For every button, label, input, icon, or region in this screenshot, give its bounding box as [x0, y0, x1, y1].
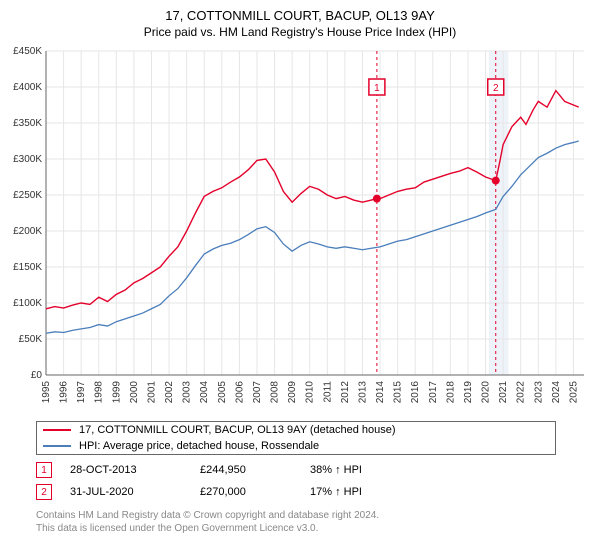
svg-text:2019: 2019: [463, 381, 474, 404]
sale-row-1: 1 28-OCT-2013 £244,950 38% ↑ HPI: [36, 459, 590, 481]
legend-label-hpi: HPI: Average price, detached house, Ross…: [79, 440, 319, 452]
sale-date-1: 28-OCT-2013: [70, 464, 200, 476]
svg-text:£250K: £250K: [13, 190, 42, 201]
svg-text:2012: 2012: [340, 381, 351, 404]
legend-swatch-hpi: [43, 445, 71, 447]
svg-text:£400K: £400K: [13, 82, 42, 93]
svg-text:£150K: £150K: [13, 262, 42, 273]
legend-item-property: 17, COTTONMILL COURT, BACUP, OL13 9AY (d…: [37, 422, 555, 438]
svg-text:2017: 2017: [428, 381, 439, 404]
chart-title: 17, COTTONMILL COURT, BACUP, OL13 9AY: [8, 8, 592, 23]
svg-text:2018: 2018: [445, 381, 456, 404]
svg-text:2009: 2009: [287, 381, 298, 404]
svg-text:2011: 2011: [322, 381, 333, 403]
disclaimer-text: Contains HM Land Registry data © Crown c…: [36, 509, 590, 535]
sales-table: 1 28-OCT-2013 £244,950 38% ↑ HPI 2 31-JU…: [36, 459, 590, 503]
svg-text:1995: 1995: [41, 381, 52, 404]
svg-text:1: 1: [374, 83, 380, 94]
sale-price-1: £244,950: [200, 464, 310, 476]
svg-text:1999: 1999: [111, 381, 122, 404]
svg-text:2022: 2022: [516, 381, 527, 404]
svg-text:2001: 2001: [146, 381, 157, 404]
svg-text:£100K: £100K: [13, 298, 42, 309]
svg-text:1996: 1996: [59, 381, 70, 404]
sale-row-2: 2 31-JUL-2020 £270,000 17% ↑ HPI: [36, 481, 590, 503]
price-chart: £0 £50K £100K £150K £200K £250K £300K £350K £400…: [8, 45, 592, 415]
sale-diff-2: 17% ↑ HPI: [310, 486, 420, 498]
svg-text:£200K: £200K: [13, 226, 42, 237]
sale-diff-1: 38% ↑ HPI: [310, 464, 420, 476]
svg-text:2025: 2025: [568, 381, 579, 404]
legend-label-property: 17, COTTONMILL COURT, BACUP, OL13 9AY (d…: [79, 424, 396, 436]
svg-text:2003: 2003: [182, 381, 193, 404]
svg-text:2024: 2024: [551, 381, 562, 404]
svg-text:1998: 1998: [94, 381, 105, 404]
svg-text:2020: 2020: [481, 381, 492, 404]
svg-text:2002: 2002: [164, 381, 175, 404]
svg-text:£450K: £450K: [13, 46, 42, 57]
svg-text:£350K: £350K: [13, 118, 42, 129]
svg-text:£0: £0: [31, 370, 43, 381]
svg-text:2023: 2023: [533, 381, 544, 404]
svg-text:2006: 2006: [234, 381, 245, 404]
svg-text:2021: 2021: [498, 381, 509, 404]
svg-text:2007: 2007: [252, 381, 263, 404]
svg-text:2005: 2005: [217, 381, 228, 404]
svg-text:2010: 2010: [305, 381, 316, 404]
sale-marker-1: 1: [36, 462, 52, 478]
svg-text:2016: 2016: [410, 381, 421, 404]
svg-text:£300K: £300K: [13, 154, 42, 165]
sale-date-2: 31-JUL-2020: [70, 486, 200, 498]
svg-text:2015: 2015: [393, 381, 404, 404]
svg-text:1997: 1997: [76, 381, 87, 404]
svg-text:2008: 2008: [270, 381, 281, 404]
svg-text:2013: 2013: [357, 381, 368, 404]
legend-swatch-property: [43, 429, 71, 431]
legend-item-hpi: HPI: Average price, detached house, Ross…: [37, 438, 555, 454]
svg-text:£50K: £50K: [19, 334, 43, 345]
sale-marker-2: 2: [36, 484, 52, 500]
chart-subtitle: Price paid vs. HM Land Registry's House …: [8, 25, 592, 39]
svg-text:2: 2: [493, 83, 499, 94]
sale-price-2: £270,000: [200, 486, 310, 498]
chart-legend: 17, COTTONMILL COURT, BACUP, OL13 9AY (d…: [36, 421, 556, 455]
svg-text:2000: 2000: [129, 381, 140, 404]
svg-text:2004: 2004: [199, 381, 210, 404]
svg-text:2014: 2014: [375, 381, 386, 404]
